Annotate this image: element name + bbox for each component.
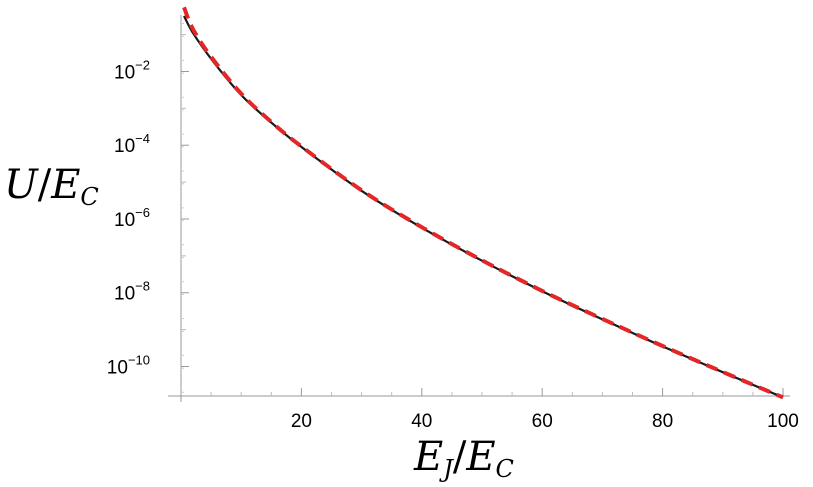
y-tick-label-base: 10 [114,136,135,157]
y-tick-label: 10−8 [114,279,150,305]
x-axis-label-slash: / [453,434,467,480]
y-tick-label-base: 10 [107,357,128,378]
x-axis-label: EJ/EC [413,434,514,483]
x-axis-label-main: E [413,434,443,480]
x-tick-label: 40 [411,411,432,432]
y-axis-label-main: U [4,162,39,208]
y-axis-label: U/EC [4,162,99,211]
solid-series-line [183,15,784,399]
x-tick-label: 20 [291,411,312,432]
y-tick-label: 10−10 [107,352,150,378]
x-tick-label: 60 [532,411,553,432]
y-tick-label: 10−6 [114,205,150,231]
y-tick-label: 10−4 [114,131,150,157]
y-tick-label-base: 10 [114,62,135,83]
x-axis-label-main2: E [465,434,495,480]
axes [168,15,790,402]
y-axis-label-slash: / [38,162,52,208]
y-tick-label-base: 10 [114,284,135,305]
x-tick-label: 80 [652,411,673,432]
x-tick-label: 100 [767,411,799,432]
series-lines [182,6,784,400]
y-tick-label-exponent: −4 [135,131,150,146]
y-tick-label-exponent: −2 [135,57,150,72]
y-tick-label-exponent: −10 [128,352,150,367]
y-axis-label-sub: C [80,183,98,211]
y-tick-label-exponent: −8 [135,279,150,294]
tick-marks [181,22,784,396]
y-tick-label-base: 10 [114,210,135,231]
y-tick-label: 10−2 [114,57,150,83]
dashed-series-line [182,6,784,400]
x-axis-label-sub2: C [496,455,514,483]
y-axis-label-main2: E [50,162,80,208]
y-tick-label-exponent: −6 [135,205,150,220]
